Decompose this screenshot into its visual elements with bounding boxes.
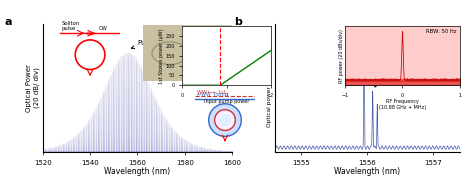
Text: Reflected
Pump: Reflected Pump <box>374 64 400 87</box>
X-axis label: Wavelength (nm): Wavelength (nm) <box>334 167 401 176</box>
Y-axis label: Optical power (20 dBs/div): Optical power (20 dBs/div) <box>267 49 272 127</box>
Text: SBS laser
(1st Stokes): SBS laser (1st Stokes) <box>367 45 406 67</box>
X-axis label: Wavelength (nm): Wavelength (nm) <box>104 167 171 176</box>
Text: Pump: Pump <box>132 40 157 48</box>
Y-axis label: Optical Power
(20 dB/ div): Optical Power (20 dB/ div) <box>27 64 40 112</box>
Text: a: a <box>5 17 12 27</box>
Text: b: b <box>234 17 242 27</box>
